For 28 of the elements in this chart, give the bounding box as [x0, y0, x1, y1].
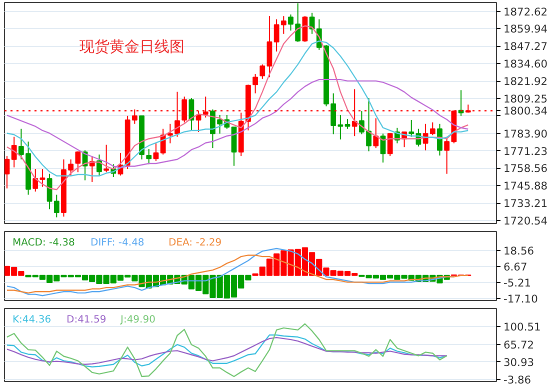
y-tick-label: 1720.54 [504, 214, 548, 228]
y-tick-label: 1859.94 [504, 22, 548, 36]
y-tick-label: -17.10 [504, 292, 538, 306]
series-label: MACD: -4.38 [12, 238, 75, 248]
y-tick-label: 1847.27 [504, 40, 548, 54]
y-tick-label: 1758.56 [504, 162, 548, 176]
text: D:41.59 [66, 314, 106, 326]
y-tick-label: -3.86 [504, 373, 532, 386]
y-tick-label: 1771.23 [504, 144, 548, 158]
y-tick-label: 1821.92 [504, 75, 548, 88]
text: J:49.90 [120, 314, 156, 326]
y-tick-label: 1783.90 [504, 127, 548, 140]
y-tick-label: 100.51 [504, 320, 541, 334]
y-tick-label: 30.93 [504, 356, 534, 369]
text: DIFF: -4.48 [90, 238, 144, 248]
y-tick-label: 1745.88 [504, 180, 548, 193]
ref-line-label: 1800.34 [504, 104, 548, 118]
y-tick-label: 1872.62 [504, 5, 548, 18]
y-tick-label: 1733.21 [504, 197, 548, 210]
y-tick-label: 65.72 [504, 338, 534, 352]
y-tick-label: 6.67 [504, 260, 528, 274]
y-tick-label: 18.56 [504, 244, 534, 258]
series-label: DEA: -2.29 [168, 238, 222, 248]
text: 现货黄金日线图 [80, 38, 184, 56]
y-tick-label: 1834.60 [504, 58, 548, 71]
y-tick-label: -5.21 [504, 276, 532, 290]
series-label: K:44.36 [12, 314, 52, 326]
y-tick-label: 1809.25 [504, 92, 548, 106]
